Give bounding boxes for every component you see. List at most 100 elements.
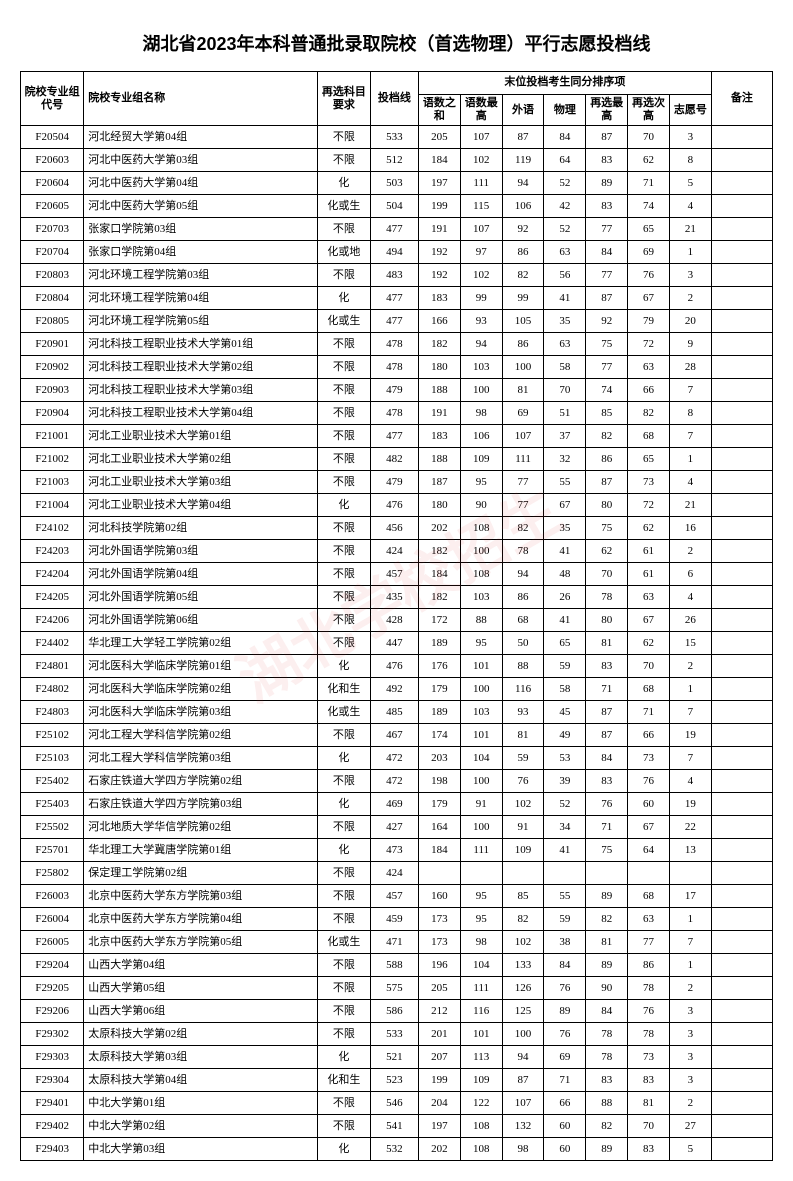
cell-sub1: 160 — [418, 885, 460, 908]
cell-sub3: 81 — [502, 379, 544, 402]
cell-note — [711, 356, 772, 379]
cell-name: 河北医科大学临床学院第01组 — [84, 655, 318, 678]
cell-sub1: 189 — [418, 632, 460, 655]
cell-name: 河北经贸大学第04组 — [84, 126, 318, 149]
cell-sub2: 108 — [460, 517, 502, 540]
cell-name: 太原科技大学第03组 — [84, 1046, 318, 1069]
cell-sub2: 108 — [460, 1138, 502, 1161]
cell-name: 河北环境工程学院第05组 — [84, 310, 318, 333]
cell-sub2: 95 — [460, 632, 502, 655]
cell-req: 化和生 — [318, 678, 371, 701]
cell-sub1: 173 — [418, 931, 460, 954]
cell-sub2: 116 — [460, 1000, 502, 1023]
cell-sub1: 203 — [418, 747, 460, 770]
header-sub6: 再选次高 — [628, 95, 670, 126]
cell-req: 不限 — [318, 126, 371, 149]
cell-req: 化 — [318, 839, 371, 862]
cell-sub7: 7 — [669, 425, 711, 448]
cell-sub1: 205 — [418, 126, 460, 149]
cell-sub5: 85 — [586, 402, 628, 425]
cell-sub4: 66 — [544, 1092, 586, 1115]
cell-sub7: 6 — [669, 563, 711, 586]
cell-sub7: 19 — [669, 724, 711, 747]
cell-req: 不限 — [318, 977, 371, 1000]
cell-sub5: 83 — [586, 149, 628, 172]
cell-sub2: 111 — [460, 839, 502, 862]
cell-sub4: 39 — [544, 770, 586, 793]
cell-sub2: 108 — [460, 563, 502, 586]
cell-note — [711, 310, 772, 333]
cell-sub7: 2 — [669, 1092, 711, 1115]
header-sub3: 外语 — [502, 95, 544, 126]
cell-sub6: 72 — [628, 333, 670, 356]
cell-note — [711, 333, 772, 356]
cell-sub4: 60 — [544, 1138, 586, 1161]
cell-sub4: 89 — [544, 1000, 586, 1023]
cell-req: 不限 — [318, 1000, 371, 1023]
cell-code: F20703 — [21, 218, 84, 241]
cell-note — [711, 172, 772, 195]
cell-score: 523 — [370, 1069, 418, 1092]
cell-score: 504 — [370, 195, 418, 218]
cell-sub6: 76 — [628, 770, 670, 793]
cell-sub4: 37 — [544, 425, 586, 448]
cell-sub1: 199 — [418, 195, 460, 218]
cell-sub2: 107 — [460, 218, 502, 241]
cell-sub5: 83 — [586, 770, 628, 793]
cell-name: 河北科技工程职业技术大学第01组 — [84, 333, 318, 356]
cell-code: F24203 — [21, 540, 84, 563]
cell-score: 472 — [370, 747, 418, 770]
cell-sub4: 55 — [544, 471, 586, 494]
cell-score: 447 — [370, 632, 418, 655]
cell-note — [711, 724, 772, 747]
cell-sub7: 2 — [669, 287, 711, 310]
cell-sub7: 26 — [669, 609, 711, 632]
header-sub2: 语数最高 — [460, 95, 502, 126]
cell-sub3: 88 — [502, 655, 544, 678]
cell-score: 485 — [370, 701, 418, 724]
cell-code: F29302 — [21, 1023, 84, 1046]
cell-score: 459 — [370, 908, 418, 931]
cell-code: F24204 — [21, 563, 84, 586]
cell-code: F29401 — [21, 1092, 84, 1115]
cell-sub6: 83 — [628, 1069, 670, 1092]
cell-score: 457 — [370, 885, 418, 908]
cell-score: 541 — [370, 1115, 418, 1138]
cell-note — [711, 1046, 772, 1069]
cell-req: 不限 — [318, 1023, 371, 1046]
cell-name: 保定理工学院第02组 — [84, 862, 318, 885]
cell-name: 北京中医药大学东方学院第04组 — [84, 908, 318, 931]
cell-sub4: 45 — [544, 701, 586, 724]
cell-name: 河北外国语学院第03组 — [84, 540, 318, 563]
cell-code: F25102 — [21, 724, 84, 747]
cell-req: 化 — [318, 172, 371, 195]
cell-sub4: 35 — [544, 517, 586, 540]
cell-sub2: 90 — [460, 494, 502, 517]
cell-sub2: 107 — [460, 126, 502, 149]
cell-sub5: 75 — [586, 839, 628, 862]
cell-note — [711, 494, 772, 517]
cell-sub1: 173 — [418, 908, 460, 931]
cell-sub4: 58 — [544, 356, 586, 379]
table-row: F20901河北科技工程职业技术大学第01组不限4781829486637572… — [21, 333, 773, 356]
cell-sub2: 95 — [460, 908, 502, 931]
table-row: F25502河北地质大学华信学院第02组不限427164100913471672… — [21, 816, 773, 839]
cell-name: 石家庄铁道大学四方学院第03组 — [84, 793, 318, 816]
cell-code: F20605 — [21, 195, 84, 218]
cell-note — [711, 954, 772, 977]
cell-sub6: 63 — [628, 356, 670, 379]
cell-sub5: 70 — [586, 563, 628, 586]
cell-sub5: 88 — [586, 1092, 628, 1115]
cell-sub6: 61 — [628, 540, 670, 563]
cell-sub7: 4 — [669, 586, 711, 609]
cell-sub3: 119 — [502, 149, 544, 172]
cell-sub1: 182 — [418, 333, 460, 356]
cell-sub7: 8 — [669, 149, 711, 172]
cell-req: 不限 — [318, 885, 371, 908]
cell-req: 不限 — [318, 1115, 371, 1138]
cell-score: 483 — [370, 264, 418, 287]
cell-sub3: 126 — [502, 977, 544, 1000]
cell-sub7: 9 — [669, 333, 711, 356]
cell-sub7: 1 — [669, 241, 711, 264]
cell-name: 河北地质大学华信学院第02组 — [84, 816, 318, 839]
